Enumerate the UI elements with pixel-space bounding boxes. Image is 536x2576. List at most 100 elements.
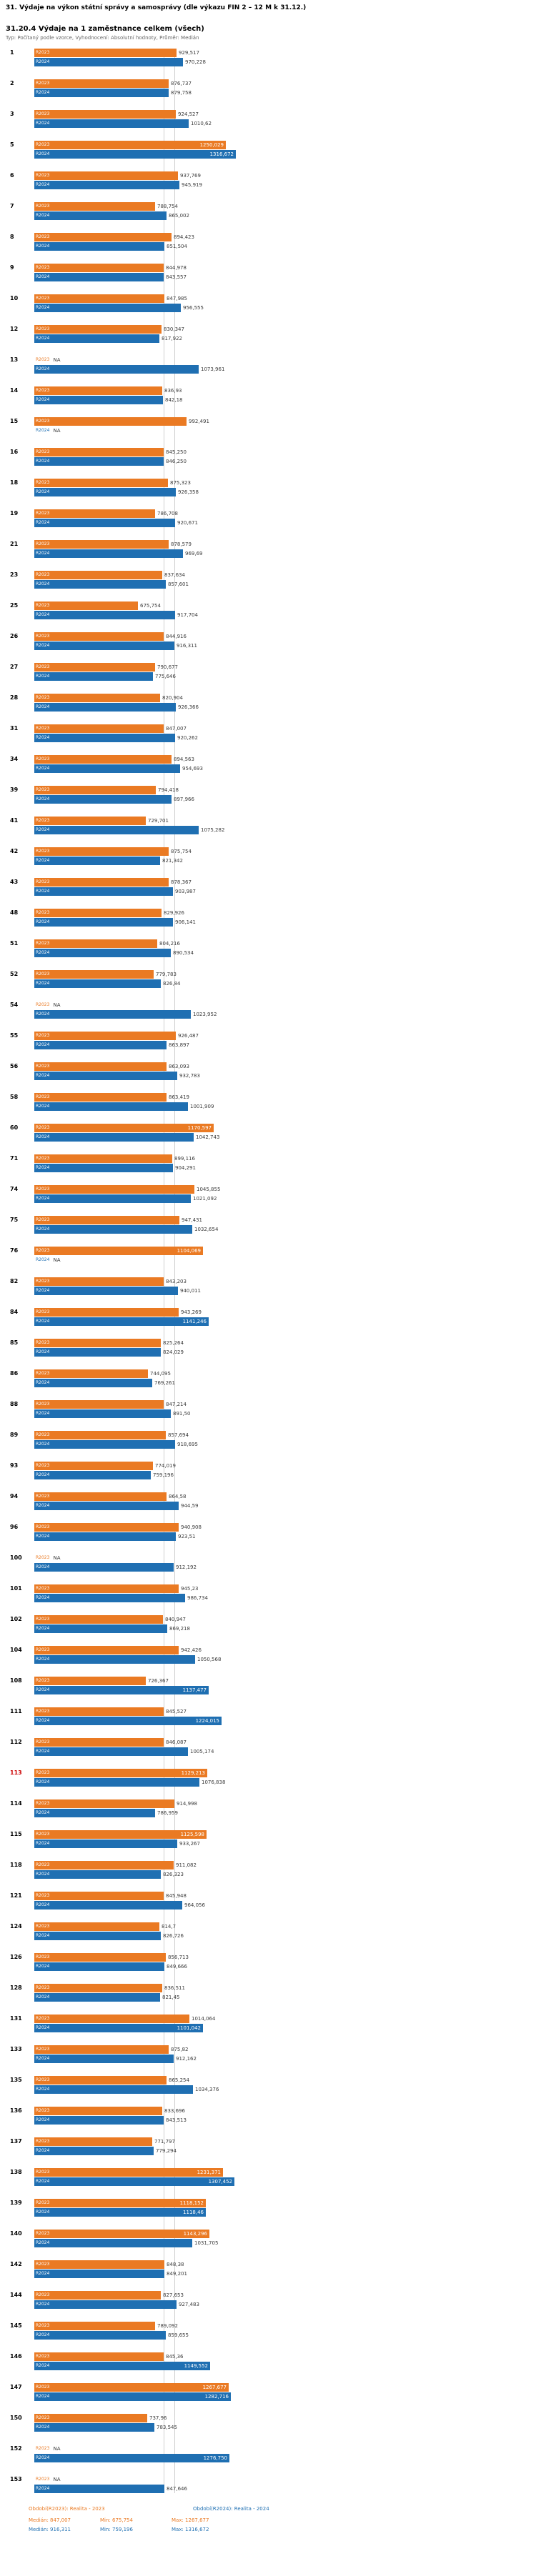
- bar-line-r2023: R2023 864,58: [34, 1492, 530, 1501]
- bar-group: 14 R2023 836,93 R2024 842,18: [6, 386, 530, 404]
- series-label: R2023: [36, 1709, 50, 1714]
- bar-line-r2024: R2024 970,228: [34, 58, 530, 66]
- row-number: 128: [10, 1985, 22, 1991]
- bar-r2024: R2024 1276,750: [34, 2454, 229, 2462]
- bar-group: 42 R2023 875,754 R2024 821,342: [6, 847, 530, 865]
- bar-pair: R2023 829,926 R2024 906,141: [34, 909, 530, 927]
- bar-pair: R2023 844,978 R2024 843,557: [34, 264, 530, 281]
- series-label: R2023: [36, 1064, 50, 1069]
- bar-line-r2024: R2024 1307,452: [34, 2177, 530, 2186]
- series-label: R2024: [36, 244, 50, 249]
- bar-line-r2023: R2023 878,579: [34, 540, 530, 549]
- series-label: R2023: [36, 173, 50, 178]
- bar-value: 1101,042: [177, 2025, 201, 2031]
- bar-line-r2023: R2023 814,7: [34, 1922, 530, 1931]
- bar-group: 135 R2023 865,254 R2024 1034,376: [6, 2076, 530, 2094]
- bar-line-r2024: R2024 1021,092: [34, 1194, 530, 1203]
- bar-value: 840,947: [165, 1617, 186, 1622]
- bar-line-r2024: R2024 826,726: [34, 1932, 530, 1940]
- bar-pair: R2023 845,527 R2024 1224,015: [34, 1707, 530, 1725]
- bar-value: 817,922: [162, 336, 182, 341]
- bar-line-r2023: R2023 911,082: [34, 1861, 530, 1869]
- bar-r2023: R2023: [34, 1185, 194, 1194]
- bar-value: 744,095: [150, 1371, 171, 1377]
- bar-group: 10 R2023 847,985 R2024 956,555: [6, 294, 530, 312]
- bar-value: 1021,092: [193, 1196, 217, 1202]
- bar-value: 859,655: [168, 2332, 189, 2338]
- bar-value: 846,087: [166, 1739, 187, 1745]
- series-label: R2023: [36, 634, 50, 639]
- bar-value: 775,646: [155, 674, 176, 679]
- bar-line-r2024: R2024 920,671: [34, 519, 530, 527]
- bar-line-r2024: R2024 920,262: [34, 734, 530, 742]
- bar-r2024: R2024: [34, 1225, 192, 1234]
- bar-r2023: R2023: [34, 1984, 162, 1992]
- bar-pair: R2023 894,563 R2024 954,693: [34, 755, 530, 773]
- bar-value: 827,653: [163, 2292, 184, 2298]
- bar-r2023: R2023: [34, 1953, 166, 1962]
- bar-r2023: R2023: [34, 1799, 174, 1808]
- bar-value: 1014,064: [192, 2016, 216, 2022]
- bar-line-r2024: R2024 1076,838: [34, 1778, 530, 1787]
- bar-line-r2023: R2023 1014,064: [34, 2015, 530, 2023]
- bar-line-r2024: R2024 904,291: [34, 1164, 530, 1172]
- bar-value: 675,754: [140, 603, 161, 609]
- series-label: R2023: [36, 111, 50, 116]
- bar-r2023: R2023: [34, 2414, 147, 2422]
- bar-r2023: R2023: [34, 1492, 167, 1501]
- bar-group: 18 R2023 875,323 R2024 926,358: [6, 479, 530, 496]
- row-number: 88: [10, 1401, 19, 1407]
- bar-group: 114 R2023 914,998 R2024 786,959: [6, 1799, 530, 1817]
- bar-line-r2023: R2023 847,214: [34, 1400, 530, 1409]
- bar-value: 846,250: [166, 459, 187, 464]
- bar-line-r2024: R2024 916,311: [34, 641, 530, 650]
- bar-r2023: R2023 1104,069: [34, 1247, 203, 1255]
- bar-line-r2024: R2024 1010,62: [34, 119, 530, 128]
- row-number: 140: [10, 2230, 22, 2237]
- bar-r2023: R2023 1250,029: [34, 141, 226, 149]
- series-label: R2024: [36, 643, 50, 648]
- bar-line-r2023: R2023 NA: [34, 1554, 530, 1562]
- bar-value: 927,483: [179, 2302, 199, 2307]
- bar-value-na: NA: [53, 2477, 61, 2482]
- bar-r2024: R2024: [34, 2239, 192, 2247]
- bar-value: 863,093: [169, 1064, 189, 1069]
- bar-r2024: R2024: [34, 1532, 176, 1541]
- bar-r2024: R2024: [34, 58, 183, 66]
- bar-line-r2024: R2024 917,704: [34, 611, 530, 619]
- bar-r2023: R2023: [34, 479, 168, 487]
- bar-pair: R2023 NA R2024 1073,961: [34, 356, 530, 374]
- bar-pair: R2023 876,737 R2024 879,758: [34, 79, 530, 97]
- row-number: 31: [10, 725, 19, 732]
- bar-value: 737,96: [149, 2415, 167, 2421]
- bar-r2024: R2024: [34, 396, 163, 404]
- bar-value: 1141,246: [182, 1319, 207, 1324]
- bar-line-r2024: R2024 843,513: [34, 2116, 530, 2125]
- row-number: 12: [10, 326, 19, 332]
- series-label: R2024: [36, 1872, 50, 1877]
- bar-line-r2024: R2024 964,056: [34, 1901, 530, 1909]
- series-label: R2024: [36, 213, 50, 218]
- bar-line-r2024: R2024 932,783: [34, 1072, 530, 1080]
- series-label: R2023: [36, 1279, 50, 1284]
- bar-line-r2023: R2023 1125,598: [34, 1830, 530, 1839]
- bar-r2023: R2023: [34, 448, 164, 456]
- bar-chart: 1 R2023 929,517 R2024 970,228 2 R2023 876,737 R2…: [6, 49, 530, 2493]
- bar-r2024: R2024: [34, 304, 181, 312]
- bar-r2023: R2023: [34, 1431, 166, 1439]
- bar-group: 121 R2023 845,948 R2024 964,056: [6, 1892, 530, 1909]
- bar-pair: R2023 786,708 R2024 920,671: [34, 509, 530, 527]
- bar-r2024: R2024: [34, 703, 176, 712]
- bar-value: 945,23: [181, 1586, 199, 1592]
- bar-pair: R2023 943,269 R2024 1141,246: [34, 1308, 530, 1326]
- bar-line-r2023: R2023 857,694: [34, 1431, 530, 1439]
- bar-r2024: R2024: [34, 1010, 191, 1019]
- bar-line-r2024: R2024 847,646: [34, 2485, 530, 2493]
- bar-r2023: R2023: [34, 1339, 161, 1347]
- row-number: 100: [10, 1554, 22, 1561]
- bar-line-r2023: R2023 786,708: [34, 509, 530, 518]
- row-number: 82: [10, 1278, 19, 1284]
- bar-pair: R2023 774,019 R2024 759,196: [34, 1462, 530, 1479]
- series-label: R2024: [36, 1657, 50, 1662]
